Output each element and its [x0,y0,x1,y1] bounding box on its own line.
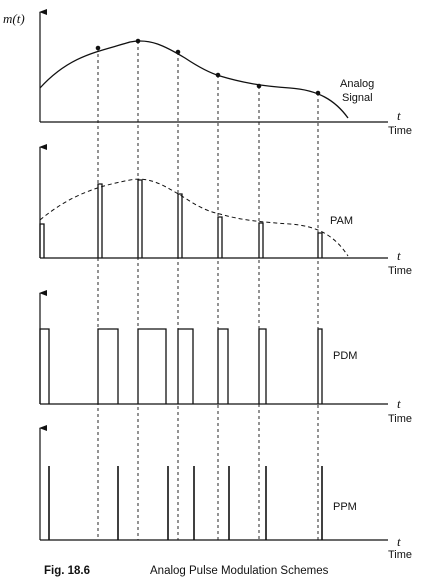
pdm-pulse-3 [137,328,167,404]
pdm-pulse-2 [97,328,119,404]
sampling-guide-lines [97,41,319,540]
ppm-panel: PPM t Time [39,425,412,561]
sample-dot-3 [175,49,181,55]
pdm-pulse-4 [177,328,194,404]
sample-dot-1 [95,45,101,51]
pdm-pulses [39,328,323,404]
pdm-panel: PDM t Time [39,290,412,425]
sample-points [95,38,321,96]
pam-pulse-5 [217,216,223,258]
pdm-pulse-5 [217,328,229,404]
pdm-axis-unit: Time [388,413,412,425]
pam-panel: PAM t Time [39,144,412,277]
pam-axis-unit: Time [388,265,412,277]
pam-pulse-2 [97,183,103,258]
pdm-label: PDM [333,350,357,362]
pdm-pulse-1 [39,328,50,404]
pam-label: PAM [330,215,353,227]
pdm-pulse-7 [317,328,323,404]
pam-pulse-4 [177,193,183,258]
pdm-axis-var: t [397,396,401,411]
analog-axis-unit: Time [388,125,412,137]
pam-axis-var: t [397,248,401,263]
sample-dot-6 [315,90,321,96]
pdm-pulse-6 [258,328,267,404]
pam-pulse-1 [39,223,45,258]
pam-pulse-3 [137,179,143,258]
analog-signal-curve [39,40,349,119]
y-axis-label: m(t) [3,11,25,26]
figure-title: Analog Pulse Modulation Schemes [150,565,329,577]
analog-axis-var: t [397,108,401,123]
analog-signal-panel: m(t) Analog Signal t Time [3,9,412,137]
pam-envelope-curve [39,178,349,257]
figure-number: Fig. 18.6 [44,565,90,577]
pam-pulse-7 [317,232,323,258]
sample-dot-5 [256,83,262,89]
analog-label-line2: Signal [342,92,373,104]
ppm-axis-unit: Time [388,549,412,561]
ppm-axis-var: t [397,534,401,549]
sample-dot-2 [135,38,141,44]
ppm-pulses [48,466,323,540]
ppm-label: PPM [333,501,357,513]
pam-pulse-6 [258,222,264,258]
pam-pulses [39,179,323,258]
sample-dot-4 [215,72,221,78]
analog-label-line1: Analog [340,78,374,90]
